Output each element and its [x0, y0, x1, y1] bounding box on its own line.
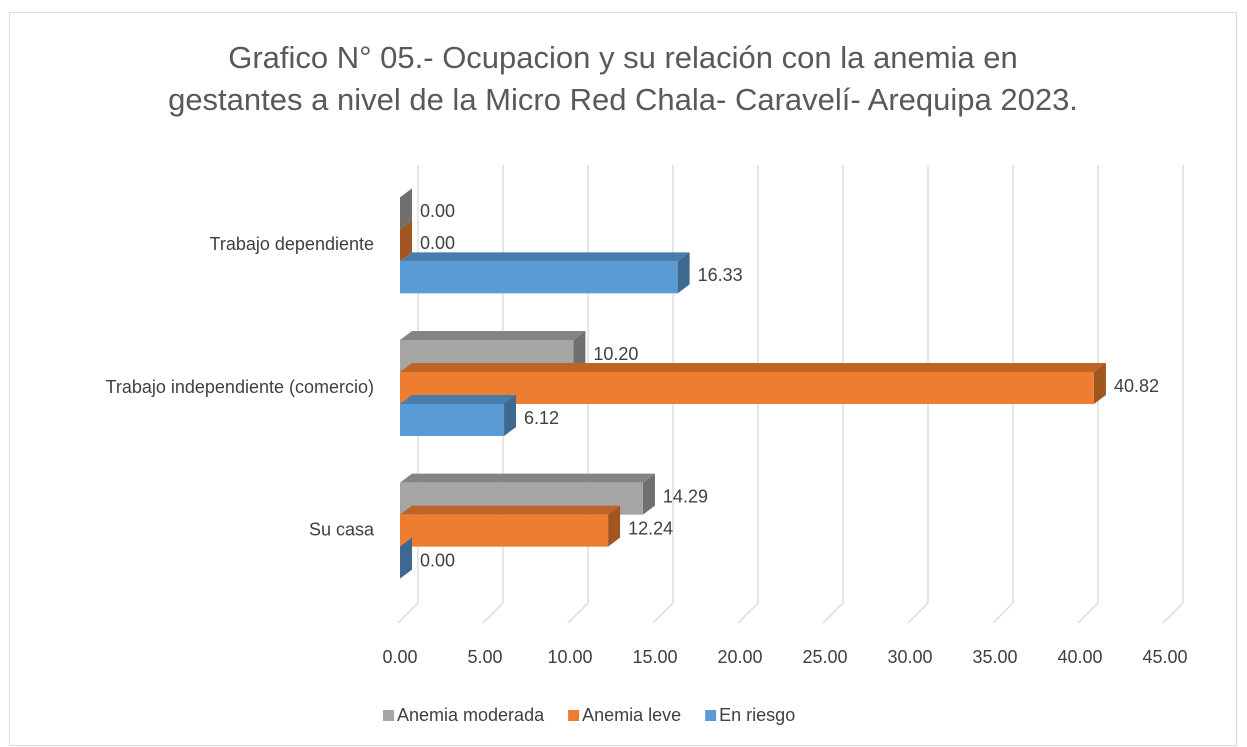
bar-side — [642, 473, 655, 515]
bar-top — [400, 395, 517, 404]
grid-line — [992, 165, 1014, 624]
bar — [400, 505, 621, 547]
value-label: 14.29 — [663, 486, 708, 506]
grid-line — [652, 165, 674, 624]
x-tick-label: 0.00 — [382, 647, 417, 667]
value-label: 0.00 — [420, 233, 455, 253]
value-label: 10.20 — [593, 344, 638, 364]
y-tick-label: Su casa — [309, 519, 375, 539]
x-tick-label: 25.00 — [802, 647, 847, 667]
x-tick-label: 5.00 — [467, 647, 502, 667]
bar-top — [400, 505, 621, 515]
grid-line — [482, 165, 504, 624]
x-tick-label: 30.00 — [887, 647, 932, 667]
x-tick-label: 15.00 — [632, 647, 677, 667]
legend-label: Anemia moderada — [397, 705, 545, 725]
bar-top — [400, 331, 586, 340]
bar-side — [504, 395, 517, 436]
value-label: 40.82 — [1114, 376, 1159, 396]
x-tick-label: 20.00 — [717, 647, 762, 667]
legend-label: En riesgo — [719, 705, 795, 725]
bar-side — [608, 505, 621, 547]
grid-line — [1162, 165, 1184, 624]
x-tick-label: 40.00 — [1057, 647, 1102, 667]
bar — [400, 220, 412, 262]
x-tick-label: 45.00 — [1142, 647, 1187, 667]
value-label: 6.12 — [524, 408, 559, 428]
grid-line — [397, 165, 419, 624]
legend-swatch — [383, 710, 394, 721]
x-tick-label: 10.00 — [547, 647, 592, 667]
grid-line — [1077, 165, 1099, 624]
bar-top — [400, 363, 1106, 372]
legend-swatch — [568, 710, 580, 721]
bar-front — [400, 514, 609, 547]
y-tick-label: Trabajo dependiente — [210, 234, 374, 254]
legend-swatch — [705, 710, 717, 721]
grid-line — [907, 165, 929, 624]
legend-label: Anemia leve — [582, 705, 681, 725]
bar-front — [400, 404, 505, 436]
bar — [400, 252, 690, 294]
grid-line — [567, 165, 589, 624]
grid-line — [737, 165, 759, 624]
chart-title: Grafico N° 05.- Ocupacion y su relación … — [228, 40, 1018, 75]
bar-front — [400, 261, 678, 294]
bar-side — [573, 331, 586, 372]
value-label: 12.24 — [628, 518, 673, 538]
value-label: 0.00 — [420, 550, 455, 570]
bar-top — [400, 473, 655, 483]
value-label: 16.33 — [698, 265, 743, 285]
chart-title: gestantes a nivel de la Micro Red Chala-… — [168, 82, 1078, 117]
bar-top — [400, 252, 690, 262]
bar-side — [400, 537, 412, 579]
bar — [400, 188, 412, 230]
grid-line — [822, 165, 844, 624]
x-tick-label: 35.00 — [972, 647, 1017, 667]
bar-side — [400, 188, 412, 230]
bar-side — [400, 220, 412, 262]
bar-side — [1093, 363, 1106, 404]
value-label: 0.00 — [420, 201, 455, 221]
bar-side — [677, 252, 690, 294]
bar — [400, 537, 412, 579]
bar — [400, 395, 517, 436]
y-tick-label: Trabajo independiente (comercio) — [106, 377, 374, 397]
